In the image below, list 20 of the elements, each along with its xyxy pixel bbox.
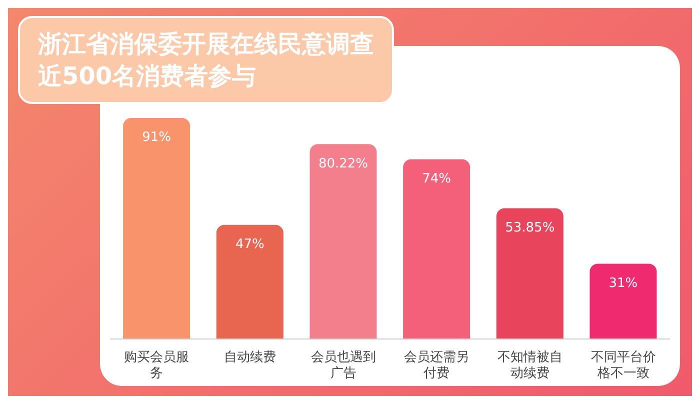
chart-title: 浙江省消保委开展在线民意调查 — [38, 29, 374, 60]
x-tick-label: 购买会员服务 — [124, 350, 190, 381]
x-tick-label: 不同平台价格不一致 — [590, 350, 656, 381]
bar — [310, 144, 377, 339]
data-label: 47% — [235, 237, 264, 252]
data-label: 80.22% — [318, 156, 368, 172]
data-label: 31% — [608, 276, 638, 291]
x-tick-label: 自动续费 — [224, 350, 276, 365]
bar — [216, 224, 284, 339]
bar — [496, 208, 564, 339]
bar — [123, 118, 190, 339]
data-label: 53.85% — [505, 220, 555, 236]
chart-subtitle: 近500名消费者参与 — [38, 61, 258, 92]
data-label: 91% — [142, 130, 172, 146]
x-tick-label: 不知情被自动续费 — [498, 350, 562, 381]
x-tick-label: 会员也遇到广告 — [310, 350, 376, 381]
x-tick-label: 会员还需另付费 — [404, 350, 470, 381]
bar — [403, 159, 470, 339]
bar — [590, 264, 657, 339]
data-label: 74% — [422, 172, 452, 187]
